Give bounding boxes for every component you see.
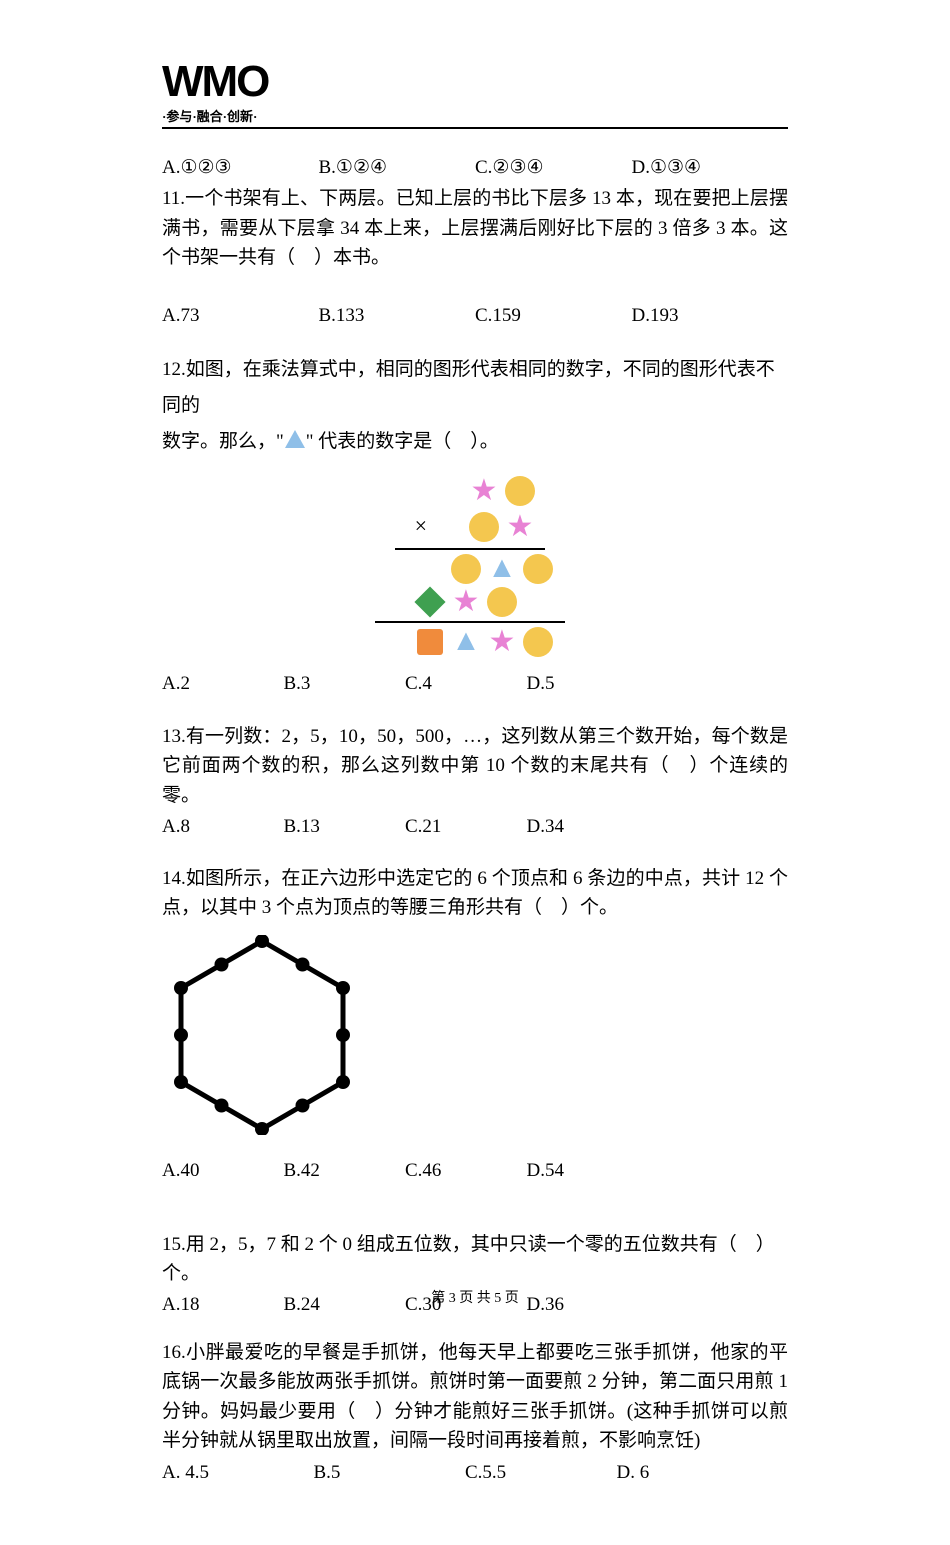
q16-opt-a: A. 4.5 xyxy=(162,1458,314,1487)
mul-rule-1 xyxy=(395,548,545,550)
q16-opt-b: B.5 xyxy=(314,1458,466,1487)
q11-opt-b: B.133 xyxy=(319,301,476,330)
q12-text-line2: 数字。那么，" " 代表的数字是（ ）。 xyxy=(162,424,788,462)
q14-opt-c: C.46 xyxy=(405,1156,527,1185)
square-icon xyxy=(415,627,445,657)
mul-rule-2 xyxy=(375,621,565,623)
q14: 14.如图所示，在正六边形中选定它的 6 个顶点和 6 条边的中点，共计 12 … xyxy=(162,864,788,1186)
diamond-icon xyxy=(415,587,445,617)
triangle-inline-icon xyxy=(284,426,306,462)
circle-icon xyxy=(451,554,481,584)
q10-opt-d: D.①③④ xyxy=(632,153,789,182)
q11-opt-a: A.73 xyxy=(162,301,319,330)
q13-opt-b: B.13 xyxy=(284,812,406,841)
logo-subtitle: ·参与·融合·创新· xyxy=(162,106,788,125)
q12: 12.如图，在乘法算式中，相同的图形代表相同的数字，不同的图形代表不同的 数字。… xyxy=(162,352,788,698)
q14-opt-b: B.42 xyxy=(284,1156,406,1185)
page-footer: 第 3 页 共 5 页 xyxy=(0,1287,950,1307)
q12-opt-d: D.5 xyxy=(527,669,649,698)
star-icon: ★ xyxy=(505,512,535,542)
q12-opt-a: A.2 xyxy=(162,669,284,698)
star-icon: ★ xyxy=(451,587,481,617)
hexagon-svg xyxy=(162,935,362,1135)
q13-opt-a: A.8 xyxy=(162,812,284,841)
q10-opt-b: B.①②④ xyxy=(319,153,476,182)
triangle-icon: ▲ xyxy=(487,554,517,584)
q12-options: A.2 B.3 C.4 D.5 xyxy=(162,669,788,698)
q16: 16.小胖最爱吃的早餐是手抓饼，他每天早上都要吃三张手抓饼，他家的平底锅一次最多… xyxy=(162,1338,788,1487)
q11: 11.一个书架有上、下两层。已知上层的书比下层多 13 本，现在要把上层摆满书，… xyxy=(162,184,788,330)
q13-opt-c: C.21 xyxy=(405,812,527,841)
q16-options: A. 4.5 B.5 C.5.5 D. 6 xyxy=(162,1458,788,1487)
circle-icon xyxy=(487,587,517,617)
q11-opt-c: C.159 xyxy=(475,301,632,330)
q14-opt-d: D.54 xyxy=(527,1156,649,1185)
circle-icon xyxy=(505,476,535,506)
q13-opt-d: D.34 xyxy=(527,812,649,841)
q14-options: A.40 B.42 C.46 D.54 xyxy=(162,1156,788,1185)
header-rule xyxy=(162,127,788,129)
q16-text: 16.小胖最爱吃的早餐是手抓饼，他每天早上都要吃三张手抓饼，他家的平底锅一次最多… xyxy=(162,1338,788,1456)
q10-opt-a: A.①②③ xyxy=(162,153,319,182)
q13: 13.有一列数：2，5，10，50，500，…，这列数从第三个数开始，每个数是它… xyxy=(162,722,788,842)
logo-main: WMO xyxy=(162,60,788,104)
q12-text2-pre: 数字。那么，" xyxy=(162,431,284,452)
multiplication-diagram: ★ × ★ ▲ ★ xyxy=(355,476,595,656)
q12-text2-post: " 代表的数字是（ ）。 xyxy=(306,431,499,452)
q12-opt-b: B.3 xyxy=(284,669,406,698)
logo-block: WMO ·参与·融合·创新· xyxy=(162,60,788,129)
q12-text-line1: 12.如图，在乘法算式中，相同的图形代表相同的数字，不同的图形代表不同的 xyxy=(162,352,788,424)
q14-text: 14.如图所示，在正六边形中选定它的 6 个顶点和 6 条边的中点，共计 12 … xyxy=(162,864,788,923)
q13-options: A.8 B.13 C.21 D.34 xyxy=(162,812,788,841)
circle-icon xyxy=(523,554,553,584)
q14-opt-a: A.40 xyxy=(162,1156,284,1185)
q11-text: 11.一个书架有上、下两层。已知上层的书比下层多 13 本，现在要把上层摆满书，… xyxy=(162,184,788,272)
triangle-icon: ▲ xyxy=(451,627,481,657)
q13-text: 13.有一列数：2，5，10，50，500，…，这列数从第三个数开始，每个数是它… xyxy=(162,722,788,810)
q10-opt-c: C.②③④ xyxy=(475,153,632,182)
hexagon-diagram xyxy=(162,935,788,1144)
q16-opt-c: C.5.5 xyxy=(465,1458,617,1487)
times-sign: × xyxy=(415,509,427,543)
star-icon: ★ xyxy=(469,476,499,506)
q11-options: A.73 B.133 C.159 D.193 xyxy=(162,301,788,330)
circle-icon xyxy=(469,512,499,542)
q12-opt-c: C.4 xyxy=(405,669,527,698)
q16-opt-d: D. 6 xyxy=(617,1458,769,1487)
q15-text: 15.用 2，5，7 和 2 个 0 组成五位数，其中只读一个零的五位数共有（ … xyxy=(162,1230,788,1289)
circle-icon xyxy=(523,627,553,657)
q11-opt-d: D.193 xyxy=(632,301,789,330)
star-icon: ★ xyxy=(487,627,517,657)
q10-options: A.①②③ B.①②④ C.②③④ D.①③④ xyxy=(162,153,788,182)
